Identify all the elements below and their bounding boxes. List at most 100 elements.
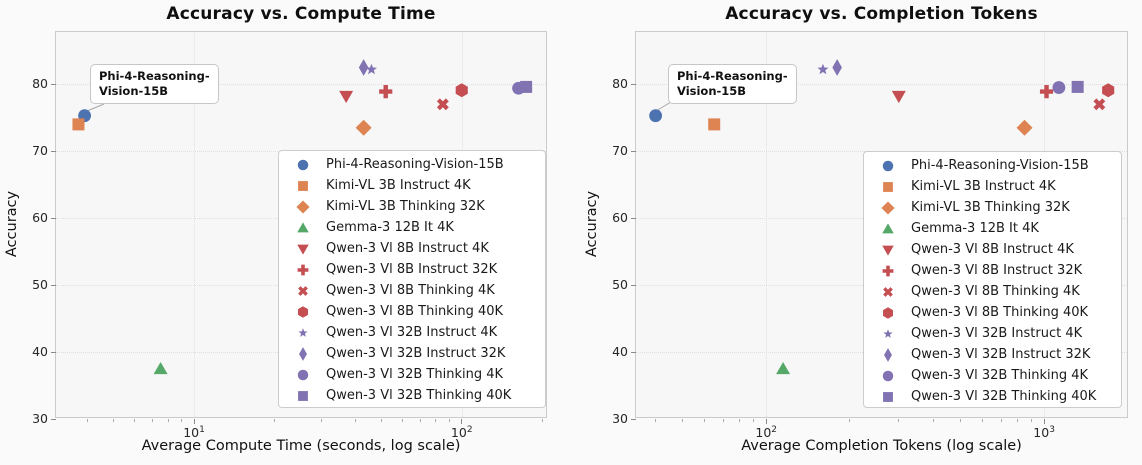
data-point-circle: [649, 109, 663, 123]
legend-item: Kimi-VL 3B Instruct 4K: [874, 176, 1121, 197]
legend-item: Qwen-3 Vl 8B Thinking 40K: [289, 301, 545, 322]
legend-item: Qwen-3 Vl 8B Instruct 32K: [289, 259, 545, 280]
legend-item: Phi-4-Reasoning-Vision-15B: [289, 154, 545, 175]
x-icon: [289, 282, 317, 300]
data-point-hexagon: [1102, 83, 1115, 98]
y-tick: [631, 284, 636, 286]
x-minor-tick: [1030, 419, 1032, 422]
star-icon: [289, 324, 317, 342]
legend-label: Kimi-VL 3B Instruct 4K: [326, 178, 471, 193]
data-point-circle: [1052, 81, 1066, 94]
x-minor-tick: [181, 419, 183, 422]
x-minor-tick: [849, 419, 851, 422]
legend-item: Qwen-3 Vl 8B Instruct 4K: [874, 239, 1121, 260]
annotation-line-1: Phi-4-Reasoning-: [99, 69, 210, 83]
data-point-square: [1071, 80, 1084, 93]
legend-item: Qwen-3 Vl 8B Thinking 4K: [289, 280, 545, 301]
x-minor-tick: [321, 419, 323, 422]
legend-label: Qwen-3 Vl 32B Instruct 32K: [326, 346, 506, 361]
y-tick-label: 40: [32, 344, 48, 360]
annotation-leader-line: [86, 103, 105, 112]
legend-item: Qwen-3 Vl 32B Thinking 40K: [289, 385, 545, 406]
legend-item: Qwen-3 Vl 8B Instruct 32K: [874, 260, 1121, 281]
legend-label: Gemma-3 12B It 4K: [326, 220, 454, 235]
legend-label: Qwen-3 Vl 8B Instruct 32K: [911, 263, 1083, 278]
data-point-triangle-up: [776, 361, 791, 375]
x-tick-label: 103: [1033, 425, 1055, 441]
y-axis-label: Accuracy: [4, 190, 20, 258]
gridline-x-100: [461, 32, 463, 417]
y-tick-label: 50: [612, 277, 628, 293]
x-minor-tick: [738, 419, 740, 422]
legend-label: Gemma-3 12B It 4K: [911, 221, 1039, 236]
legend-item: Qwen-3 Vl 32B Thinking 4K: [289, 364, 545, 385]
legend-item: Kimi-VL 3B Instruct 4K: [289, 175, 545, 196]
gridline-y-60: [636, 218, 1127, 220]
y-tick: [51, 418, 56, 420]
x-minor-tick: [274, 419, 276, 422]
legend-item: Kimi-VL 3B Thinking 32K: [874, 197, 1121, 218]
y-tick-label: 80: [32, 76, 48, 92]
data-point-x: [436, 98, 449, 111]
data-point-square: [72, 118, 85, 131]
x-minor-tick: [435, 419, 437, 422]
legend-label: Qwen-3 Vl 8B Instruct 4K: [326, 241, 489, 256]
y-tick-label: 80: [612, 76, 628, 92]
legend-label: Qwen-3 Vl 32B Instruct 4K: [326, 325, 498, 340]
data-point-diamond: [355, 119, 372, 136]
plot-area: 30 40 50 60 70 80 102 103: [612, 31, 1128, 440]
gridline-y-70: [56, 151, 546, 153]
legend-label: Qwen-3 Vl 32B Instruct 4K: [911, 326, 1083, 341]
x-minor-tick: [959, 419, 961, 422]
x-minor-tick: [682, 419, 684, 422]
x-minor-tick: [134, 419, 136, 422]
x-axis-label: Average Compute Time (seconds, log scale…: [141, 438, 461, 454]
x-tick-label: 101: [183, 425, 205, 441]
thin-diamond-icon: [874, 346, 902, 364]
legend-item: Qwen-3 Vl 8B Instruct 4K: [289, 238, 545, 259]
plus-icon: [874, 262, 902, 280]
x-minor-tick: [419, 419, 421, 422]
gridline-y-60: [56, 218, 546, 220]
legend-label: Phi-4-Reasoning-Vision-15B: [911, 158, 1089, 173]
x-minor-tick: [152, 419, 154, 422]
y-tick: [51, 351, 56, 353]
legend-item: Qwen-3 Vl 32B Thinking 40K: [874, 386, 1121, 407]
data-point-circle: [512, 81, 525, 95]
legend-label: Qwen-3 Vl 32B Instruct 32K: [911, 347, 1091, 362]
x-minor-tick: [981, 419, 983, 422]
x-minor-tick: [1016, 419, 1018, 422]
x-minor-tick: [401, 419, 403, 422]
legend-item: Phi-4-Reasoning-Vision-15B: [874, 155, 1121, 176]
legend-label: Qwen-3 Vl 8B Thinking 4K: [326, 283, 495, 298]
circle-icon: [874, 367, 902, 385]
x-minor-tick: [354, 419, 356, 422]
annotation-line-2: Vision-15B: [677, 83, 747, 98]
data-point-thin-diamond: [832, 59, 842, 76]
y-tick: [51, 83, 56, 85]
square-icon: [289, 387, 317, 405]
gridline-y-50: [56, 285, 546, 287]
data-point-plus: [1039, 84, 1054, 99]
triangle-down-icon: [874, 241, 902, 259]
annotation-leader-line: [655, 101, 672, 112]
x-minor-tick: [112, 419, 114, 422]
x-minor-tick: [704, 419, 706, 422]
triangle-up-icon: [874, 220, 902, 238]
gridline-y-50: [636, 285, 1127, 287]
legend-label: Qwen-3 Vl 8B Thinking 40K: [326, 304, 504, 319]
legend-item: Qwen-3 Vl 32B Instruct 32K: [874, 344, 1121, 365]
x-minor-tick: [448, 419, 450, 422]
legend-label: Qwen-3 Vl 8B Instruct 32K: [326, 262, 498, 277]
legend-label: Qwen-3 Vl 32B Thinking 40K: [326, 388, 512, 403]
legend-item: Qwen-3 Vl 8B Thinking 4K: [874, 281, 1121, 302]
legend-item: Qwen-3 Vl 32B Thinking 4K: [874, 365, 1121, 386]
y-tick: [51, 284, 56, 286]
y-tick-label: 50: [32, 277, 48, 293]
y-tick: [631, 418, 636, 420]
hexagon-icon: [289, 303, 317, 321]
x-minor-tick: [167, 419, 169, 422]
y-tick-label: 30: [32, 411, 48, 426]
y-tick-label: 60: [612, 210, 628, 226]
